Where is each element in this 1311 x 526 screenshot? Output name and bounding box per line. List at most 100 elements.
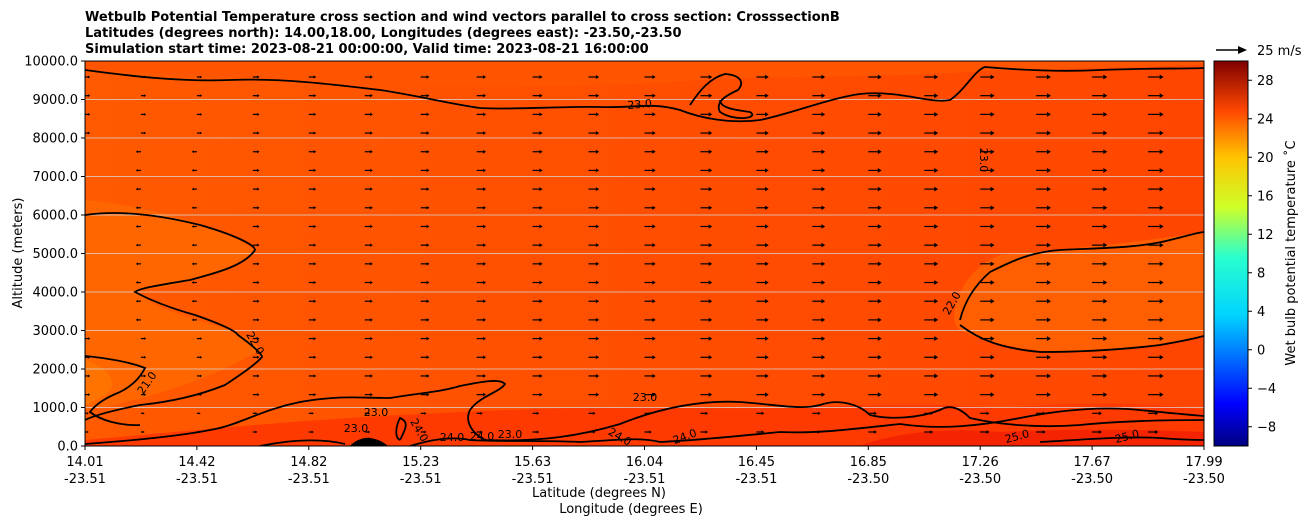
wind-vector-head (143, 131, 147, 135)
wind-vector-head (990, 168, 995, 173)
wind-vector-head (482, 261, 487, 266)
wind-vector-head (199, 131, 203, 135)
wind-vector-head (313, 187, 317, 191)
wind-vector-head (313, 280, 317, 285)
wind-vector-head (652, 130, 656, 136)
wind-vector-head (199, 374, 203, 378)
wind-vector-head (482, 318, 487, 322)
wind-vector-head (143, 337, 147, 340)
wind-vector-head (765, 74, 769, 80)
contour-23-lower (85, 380, 1204, 445)
x-tick-label-lon: -23.51 (400, 472, 442, 487)
plot-area: 23.023.022.021.023.023.024.0 24.0 24.0 23.0… (80, 61, 1204, 446)
wind-vector-head (765, 224, 769, 229)
wind-vector-head (143, 113, 147, 116)
wind-vector-head (370, 318, 373, 322)
wind-vector-head (765, 317, 769, 323)
wind-vector-head (426, 355, 430, 360)
wind-vector-head (482, 243, 487, 248)
wind-vector-head (708, 168, 713, 173)
wind-vector-head (311, 411, 314, 415)
wind-vector-head (877, 280, 882, 285)
wind-vector-head (1042, 430, 1046, 434)
wind-vector-head (595, 392, 600, 397)
wind-vector-head (652, 205, 656, 210)
wind-vector-head (817, 411, 821, 416)
wind-vector-head (135, 187, 138, 191)
wind-vector-head (821, 242, 826, 248)
wind-vector-head (482, 336, 487, 341)
wind-vector-head (88, 337, 91, 340)
wind-vector-head (877, 224, 882, 229)
wind-vector-head (257, 299, 260, 303)
wind-vector-head (426, 131, 430, 135)
wind-vector-head (874, 430, 877, 434)
wind-vector-head (1159, 392, 1164, 398)
wind-vector-head (370, 112, 373, 117)
wind-vector-head (990, 261, 995, 267)
wind-vector-head (482, 280, 487, 285)
wind-vector-head (1159, 242, 1164, 248)
wind-vector-head (1046, 130, 1051, 136)
x-tick-label-lon: -23.51 (512, 472, 554, 487)
wind-vector-head (821, 112, 826, 117)
x-axis-label-longitude: Longitude (degrees E) (559, 502, 703, 517)
wind-vector-head (257, 355, 260, 359)
wind-vector-head (877, 354, 882, 360)
contour-25-lower (1039, 436, 1204, 443)
wind-vector-head (88, 393, 91, 396)
wind-vector-head (1103, 280, 1108, 285)
wind-vector-head (313, 374, 317, 378)
wind-vector-head (877, 168, 882, 173)
chart-title-line-1: Wetbulb Potential Temperature cross sect… (85, 10, 840, 25)
wind-vector-head (482, 131, 487, 135)
wind-vector-head (426, 262, 430, 266)
wind-vector-head (1159, 224, 1164, 229)
wind-vector-head (482, 224, 487, 229)
wind-vector-head (143, 374, 147, 378)
wind-vector-head (934, 186, 939, 192)
wind-vector-head (539, 112, 543, 117)
wind-vector-head (1046, 149, 1051, 155)
x-tick-label-lon: -23.51 (624, 472, 666, 487)
y-tick-label: 1000.0 (33, 401, 79, 416)
x-tick-label-lat: 14.82 (290, 455, 327, 470)
wind-vector-head (313, 75, 317, 79)
y-tick-label: 4000.0 (33, 286, 79, 301)
wind-vector-head (765, 299, 769, 304)
wind-vector-head (821, 224, 826, 229)
wind-vector-head (88, 374, 91, 378)
x-tick-label-lon: -23.51 (735, 472, 777, 487)
wind-vector-head (135, 169, 138, 172)
wind-vector-head (934, 130, 939, 136)
wind-vector-head (426, 187, 430, 191)
wind-vector-head (990, 373, 995, 379)
wind-vector-head (539, 93, 543, 98)
wind-vector-head (539, 299, 543, 304)
wind-vector-head (257, 318, 260, 322)
x-tick-label-lon: -23.51 (64, 472, 106, 487)
wind-vector-head (990, 336, 995, 341)
wind-vector-head (708, 243, 713, 248)
y-tick-label: 5000.0 (33, 247, 79, 262)
wind-vector-head (1103, 74, 1108, 80)
chart-title-line-2: Latitudes (degrees north): 14.00,18.00, … (85, 26, 682, 41)
x-tick-label-lon: -23.50 (847, 472, 889, 487)
wind-vector-head (1046, 224, 1051, 229)
wind-vector-head (1046, 317, 1051, 323)
wind-vector-head (80, 244, 82, 247)
wind-vector-head (191, 150, 194, 154)
wind-vector-head (934, 354, 939, 360)
wind-vector-head (539, 243, 543, 248)
wind-vectors (80, 74, 1164, 434)
wind-vector-head (370, 299, 373, 303)
wind-vector-head (143, 94, 147, 98)
wind-vector-head (370, 93, 373, 98)
x-tick-label-lon: -23.50 (1183, 472, 1225, 487)
wind-vector-head (990, 298, 995, 304)
wind-vector-head (1103, 168, 1108, 173)
wind-vector-head (80, 300, 82, 303)
wind-vector-head (652, 243, 656, 248)
wind-vector-head (198, 412, 201, 415)
colorbar-tick-label: −8 (1257, 420, 1276, 435)
